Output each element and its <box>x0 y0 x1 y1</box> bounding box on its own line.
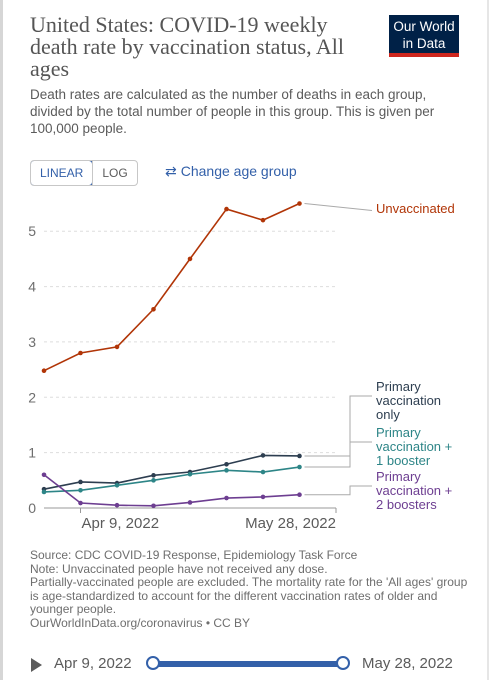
legend-connector <box>304 485 372 496</box>
note-line-2: Partially-vaccinated people are excluded… <box>30 575 468 617</box>
source-line: Source: CDC COVID-19 Response, Epidemiol… <box>30 548 358 562</box>
series-point <box>78 487 83 493</box>
legend-label: Primary <box>376 379 421 394</box>
timeline-start-handle[interactable] <box>146 656 160 670</box>
legend-connector <box>304 203 373 212</box>
logo-line-1: Our World <box>393 19 455 34</box>
series-point <box>224 206 229 212</box>
scale-toggle: LINEAR LOG <box>30 160 138 186</box>
series-point <box>151 503 156 509</box>
series-line <box>43 466 300 493</box>
series-point <box>151 473 156 478</box>
legend-connector <box>304 395 372 457</box>
legend-label: Primary <box>376 425 421 440</box>
legend-label: vaccination + <box>376 439 452 454</box>
legend-label: Primary <box>376 469 421 484</box>
series-point <box>151 306 156 312</box>
series-point <box>187 256 193 262</box>
swap-arrows-icon: ⇄ <box>165 163 177 179</box>
series-point <box>260 453 266 458</box>
series-point <box>297 453 302 459</box>
legend-label: vaccination + <box>376 483 452 498</box>
series-point <box>260 217 266 223</box>
x-tick-label: May 28, 2022 <box>245 515 336 532</box>
owid-logo[interactable]: Our World in Data <box>389 15 459 57</box>
y-tick-label: 3 <box>28 334 36 350</box>
series-point <box>187 500 193 505</box>
series-point <box>151 478 156 483</box>
series-point <box>297 201 302 206</box>
chart-title: United States: COVID-19 weekly death rat… <box>30 12 345 81</box>
series-point <box>260 494 266 500</box>
x-tick-label: Apr 9, 2022 <box>82 515 160 532</box>
series-point <box>224 461 229 467</box>
series-point <box>224 495 229 501</box>
series-point <box>187 471 193 477</box>
series-point <box>41 489 47 495</box>
series-point <box>41 472 47 478</box>
change-age-group-label: Change age group <box>180 163 297 179</box>
timeline-end-label: May 28, 2022 <box>362 655 453 672</box>
series-point <box>260 469 266 475</box>
y-tick-label: 0 <box>28 500 36 516</box>
series-point <box>114 344 120 350</box>
series-point <box>78 500 83 506</box>
series-point <box>78 350 83 356</box>
line-chart: 0 1 2 3 4 5 Apr 9, 2022 May 28, 2022 Unvaccinate… <box>28 201 455 532</box>
series-line <box>43 474 300 507</box>
legend-label: only <box>376 407 400 422</box>
play-icon[interactable] <box>31 658 42 672</box>
url-line[interactable]: OurWorldInData.org/coronavirus • CC BY <box>30 615 251 630</box>
y-tick-label: 2 <box>28 389 36 405</box>
logo-line-2: in Data <box>402 36 446 51</box>
series-line <box>43 454 300 490</box>
y-tick-label: 1 <box>28 445 36 461</box>
series-line <box>43 202 300 372</box>
legend-connector <box>304 441 372 468</box>
series-point <box>114 502 120 508</box>
frame-left-border <box>0 0 3 680</box>
y-tick-label: 5 <box>28 223 36 239</box>
chart-footer: Source: CDC COVID-19 Response, Epidemiol… <box>30 548 470 631</box>
legend-label: vaccination <box>376 393 441 408</box>
change-age-group-button[interactable]: ⇄ Change age group <box>165 161 297 181</box>
series-point <box>78 479 83 485</box>
y-tick-label: 4 <box>28 279 36 295</box>
log-scale-button[interactable]: LOG <box>92 161 136 185</box>
legend-label: 1 booster <box>376 453 431 468</box>
series-point <box>297 464 302 470</box>
note-line-1: Note: Unvaccinated people have not recei… <box>30 561 328 576</box>
series-point <box>297 492 302 498</box>
series-point <box>41 368 47 374</box>
series-point <box>114 483 120 488</box>
timeline-slider: Apr 9, 2022 May 28, 2022 <box>0 650 489 680</box>
legend-label: 2 boosters <box>376 497 437 512</box>
timeline-end-handle[interactable] <box>336 656 350 670</box>
legend-label: Unvaccinated <box>376 201 455 216</box>
frame-right-border <box>487 0 489 680</box>
linear-scale-button[interactable]: LINEAR <box>30 161 94 185</box>
chart-subtitle: Death rates are calculated as the number… <box>30 87 435 136</box>
series-point <box>224 468 229 473</box>
timeline-start-label: Apr 9, 2022 <box>54 655 132 672</box>
timeline-track[interactable] <box>153 661 343 667</box>
